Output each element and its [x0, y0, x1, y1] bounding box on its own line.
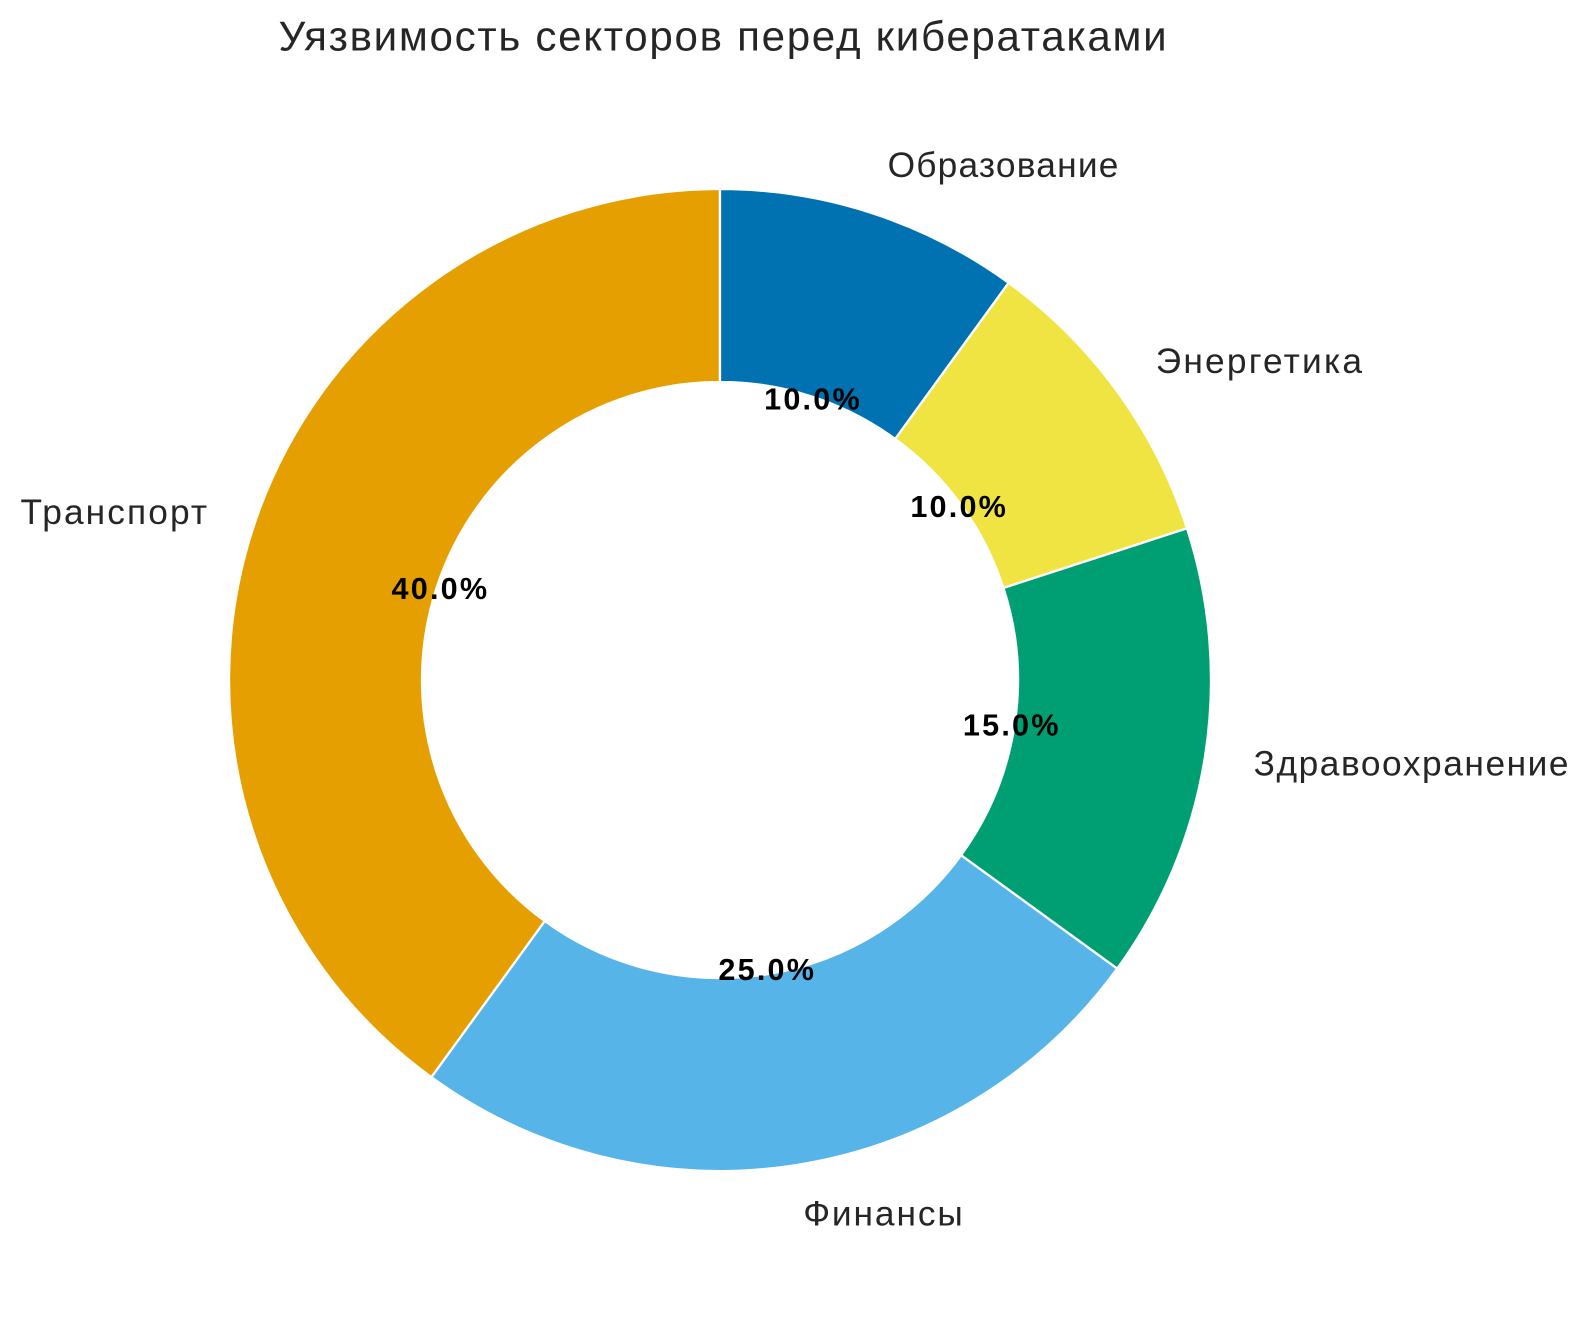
svg-text:40.0%: 40.0%	[392, 572, 490, 606]
svg-text:25.0%: 25.0%	[718, 953, 816, 987]
svg-text:15.0%: 15.0%	[963, 709, 1061, 743]
svg-text:Образование: Образование	[888, 146, 1120, 185]
svg-text:Здравоохранение: Здравоохранение	[1254, 745, 1571, 784]
svg-text:Уязвимость секторов перед кибе: Уязвимость секторов перед кибератаками	[278, 12, 1168, 59]
svg-text:Энергетика: Энергетика	[1156, 342, 1364, 381]
svg-text:Транспорт: Транспорт	[21, 493, 210, 532]
svg-text:10.0%: 10.0%	[910, 490, 1008, 524]
svg-text:10.0%: 10.0%	[764, 383, 862, 417]
svg-text:Финансы: Финансы	[803, 1195, 965, 1234]
